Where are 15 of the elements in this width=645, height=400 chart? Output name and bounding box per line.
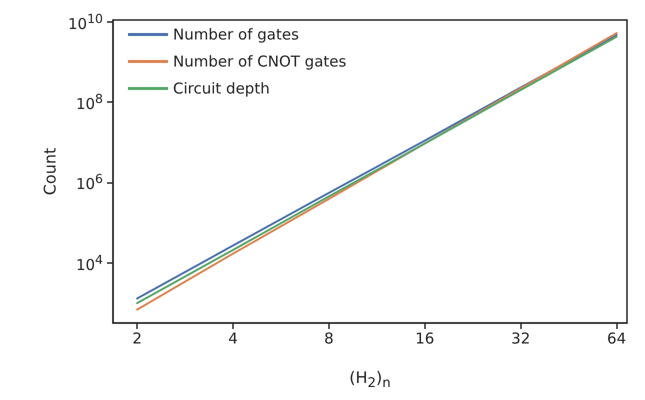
- y-tick-label: 10$^{10}$: [68, 10, 103, 33]
- x-tick-label: 4: [228, 330, 238, 348]
- y-tick-label: 10$^{6}$: [76, 171, 103, 194]
- y-tick-label: 10$^{8}$: [76, 91, 103, 114]
- x-tick-label: 16: [415, 330, 434, 348]
- legend-label: Number of CNOT gates: [173, 52, 347, 70]
- legend-label: Circuit depth: [173, 80, 270, 98]
- legend-label: Number of gates: [173, 26, 300, 44]
- x-tick-label: 64: [607, 330, 626, 348]
- y-tick-label: 10$^{4}$: [76, 252, 103, 274]
- y-axis-title: Count: [40, 148, 60, 196]
- x-tick-label: 2: [132, 330, 142, 348]
- x-tick-label: 8: [324, 330, 334, 348]
- x-axis-title: (H$_{2}$)$_{n}$: [348, 368, 392, 392]
- x-tick-label: 32: [511, 330, 530, 348]
